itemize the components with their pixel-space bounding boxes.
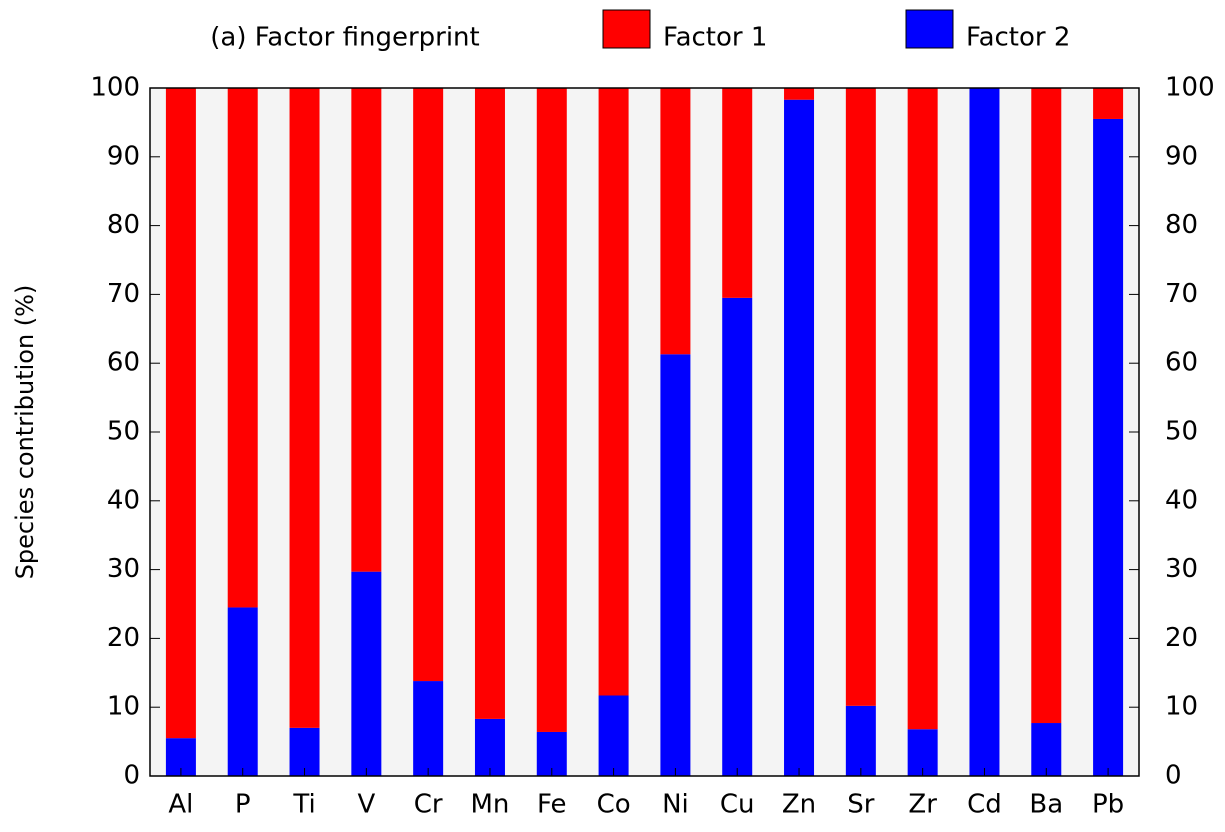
x-tick-label: V	[357, 790, 375, 820]
bar-segment	[845, 705, 876, 776]
y2-tick-label: 70	[1165, 279, 1198, 309]
bar-segment	[660, 88, 691, 355]
y2-tick-label: 50	[1165, 417, 1198, 447]
bar-segment	[784, 88, 815, 100]
x-tick-label: P	[235, 790, 251, 820]
bar-segment	[722, 297, 753, 776]
y-tick-label: 60	[107, 348, 140, 378]
bar-segment	[598, 695, 629, 776]
bar-segment	[413, 88, 444, 682]
y2-tick-label: 60	[1165, 348, 1198, 378]
bar-segment	[969, 88, 1000, 776]
bar-segment	[1093, 118, 1124, 776]
legend-label: Factor 1	[663, 23, 767, 53]
y-tick-label: 30	[107, 554, 140, 584]
y-tick-label: 90	[107, 141, 140, 171]
bar-segment	[598, 88, 629, 696]
bar-segment	[227, 607, 258, 776]
bar-segment	[536, 88, 567, 732]
x-tick-label: Al	[168, 790, 193, 820]
bar-segment	[289, 727, 320, 776]
y-tick-label: 80	[107, 210, 140, 240]
bar-segment	[1031, 723, 1062, 776]
y2-tick-label: 90	[1165, 141, 1198, 171]
x-tick-label: Ba	[1029, 790, 1063, 820]
x-tick-label: Zr	[908, 790, 937, 820]
bar-segment	[1031, 88, 1062, 724]
bar-segment	[227, 88, 258, 608]
bar-segment	[722, 88, 753, 298]
y-tick-label: 10	[107, 692, 140, 722]
y-tick-label: 70	[107, 279, 140, 309]
x-tick-label: Mn	[471, 790, 510, 820]
y-tick-label: 20	[107, 623, 140, 653]
x-tick-label: Ti	[292, 790, 315, 820]
x-tick-label: Ni	[662, 790, 689, 820]
y2-tick-label: 20	[1165, 623, 1198, 653]
y2-tick-label: 100	[1165, 73, 1215, 103]
y-tick-label: 40	[107, 485, 140, 515]
y-tick-label: 0	[123, 761, 140, 791]
x-tick-label: Cr	[414, 790, 443, 820]
y2-tick-label: 40	[1165, 485, 1198, 515]
bar-segment	[289, 88, 320, 728]
x-tick-label: Pb	[1092, 790, 1124, 820]
x-tick-label: Fe	[537, 790, 567, 820]
x-tick-label: Cu	[720, 790, 755, 820]
bar-segment	[660, 354, 691, 776]
bar-segment	[413, 681, 444, 776]
bar-segment	[474, 718, 505, 776]
y2-tick-label: 30	[1165, 554, 1198, 584]
y2-tick-label: 10	[1165, 692, 1198, 722]
legend-swatch	[602, 9, 651, 49]
x-tick-label: Zn	[782, 790, 816, 820]
x-tick-label: Sr	[847, 790, 875, 820]
plot-frame	[149, 87, 1140, 777]
x-tick-label: Co	[597, 790, 631, 820]
y-axis-label: Species contribution (%)	[11, 285, 39, 580]
bar-segment	[1093, 88, 1124, 119]
legend-swatch	[905, 9, 954, 49]
y-tick-label: 100	[90, 73, 140, 103]
chart-title: (a) Factor fingerprint	[210, 23, 479, 53]
bar-segment	[907, 88, 938, 730]
bar-segment	[165, 88, 196, 739]
bar-segment	[845, 88, 876, 706]
legend-label: Factor 2	[966, 23, 1070, 53]
bar-segment	[784, 99, 815, 777]
x-tick-label: Cd	[967, 790, 1002, 820]
bar-segment	[351, 571, 382, 776]
y2-tick-label: 80	[1165, 210, 1198, 240]
bar-segment	[474, 88, 505, 719]
y2-tick-label: 0	[1165, 761, 1182, 791]
y-tick-label: 50	[107, 417, 140, 447]
bar-segment	[351, 88, 382, 572]
